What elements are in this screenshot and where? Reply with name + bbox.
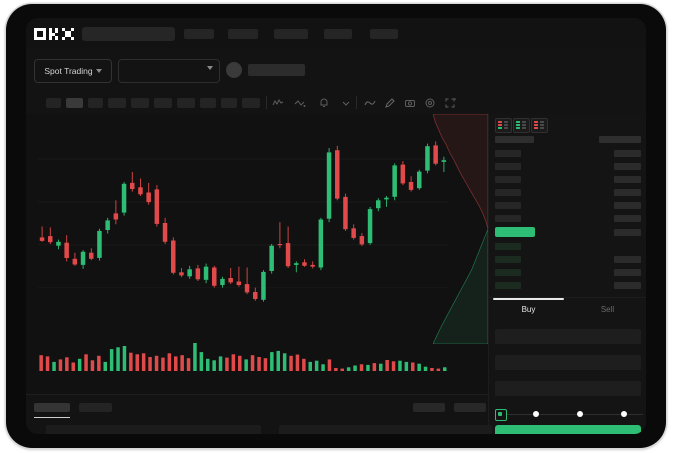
orderbook-bid-row[interactable] xyxy=(495,282,521,289)
orderbook-ask-row[interactable] xyxy=(495,163,521,170)
timeframe-9[interactable] xyxy=(221,98,237,108)
orderbook-ask-amount xyxy=(614,163,641,170)
orders-cancel-all-button[interactable] xyxy=(454,403,486,412)
orderbook-ask-amount xyxy=(614,176,641,183)
nav-item-5[interactable] xyxy=(370,29,398,39)
active-tab-indicator xyxy=(493,298,564,300)
timeframe-1[interactable] xyxy=(46,98,61,108)
orderbook-col-price xyxy=(495,136,534,143)
chevron-down-icon xyxy=(95,69,102,73)
orderbook-mode-both[interactable] xyxy=(495,118,512,133)
orderbook-ask-amount xyxy=(614,202,641,209)
order-book-panel xyxy=(488,114,646,297)
orderbook-bid-row[interactable] xyxy=(495,256,521,263)
top-navigation-bar xyxy=(26,18,646,49)
orders-active-tab-indicator xyxy=(34,417,70,419)
orderbook-ask-row[interactable] xyxy=(495,215,521,222)
amount-input[interactable] xyxy=(495,355,641,370)
candlestick-chart[interactable] xyxy=(26,114,488,344)
tab-sell[interactable]: Sell xyxy=(568,298,646,321)
app-screen: Spot Trading xyxy=(26,18,646,434)
orderbook-ask-row[interactable] xyxy=(495,202,521,209)
slider-node-25[interactable] xyxy=(533,411,539,417)
orderbook-mode-asks[interactable] xyxy=(531,118,548,133)
timeframe-2[interactable] xyxy=(66,98,83,108)
slider-node-50[interactable] xyxy=(577,411,583,417)
amount-slider-track[interactable] xyxy=(497,414,643,415)
nav-item-3[interactable] xyxy=(274,29,308,39)
tab-buy[interactable]: Buy xyxy=(489,298,568,321)
orders-filter-button[interactable] xyxy=(413,403,445,412)
settings-gear-icon[interactable] xyxy=(424,97,436,109)
camera-icon[interactable] xyxy=(404,97,416,109)
total-input[interactable] xyxy=(495,381,641,396)
nav-item-4[interactable] xyxy=(324,29,352,39)
orderbook-ask-row[interactable] xyxy=(495,189,521,196)
slider-node-75[interactable] xyxy=(621,411,627,417)
spot-trading-label: Spot Trading xyxy=(44,66,93,76)
global-search-input[interactable] xyxy=(82,27,175,41)
orderbook-ask-amount xyxy=(614,215,641,222)
orderbook-ask-amount xyxy=(614,189,641,196)
order-form-panel: Buy Sell xyxy=(488,297,646,434)
orders-panel xyxy=(26,394,492,434)
tab-sell-label: Sell xyxy=(600,305,615,314)
trading-pair-name xyxy=(248,64,305,76)
line-chart-icon[interactable] xyxy=(364,97,376,109)
amount-slider-handle[interactable] xyxy=(495,409,507,421)
draw-pencil-icon[interactable] xyxy=(384,97,396,109)
timeframe-8[interactable] xyxy=(200,98,216,108)
coin-avatar xyxy=(226,62,242,78)
timeframe-5[interactable] xyxy=(131,98,149,108)
timeframe-6[interactable] xyxy=(154,98,172,108)
tab-order-history[interactable] xyxy=(79,403,112,412)
okx-logo[interactable] xyxy=(34,28,74,40)
orders-cell-left xyxy=(46,425,261,434)
orderbook-bid-amount xyxy=(614,269,641,276)
chevron-down-icon xyxy=(207,66,213,70)
orderbook-mode-bids[interactable] xyxy=(513,118,530,133)
tab-open-orders[interactable] xyxy=(34,403,70,412)
nav-item-2[interactable] xyxy=(228,29,258,39)
price-input[interactable] xyxy=(495,329,641,344)
tablet-device-frame: Spot Trading xyxy=(6,4,666,448)
toolbar-divider xyxy=(266,96,267,109)
market-subheader: Spot Trading xyxy=(26,49,646,120)
trading-pair-dropdown[interactable] xyxy=(118,59,220,83)
toolbar-divider xyxy=(356,96,357,109)
orderbook-bid-amount xyxy=(614,282,641,289)
orderbook-bid-row[interactable] xyxy=(495,243,521,250)
fullscreen-icon[interactable] xyxy=(444,97,456,109)
orderbook-col-amount xyxy=(599,136,641,143)
orderbook-ask-row[interactable] xyxy=(495,176,521,183)
chart-toolbar xyxy=(26,92,646,115)
orderbook-ask-row[interactable] xyxy=(495,150,521,157)
orderbook-last-price xyxy=(495,227,535,237)
price-chart-panel[interactable] xyxy=(26,114,488,394)
timeframe-4[interactable] xyxy=(108,98,126,108)
orderbook-bid-row[interactable] xyxy=(495,269,521,276)
chart-type-chevron-icon[interactable] xyxy=(340,97,352,109)
volume-histogram xyxy=(39,343,447,371)
timeframe-3[interactable] xyxy=(88,98,103,108)
compare-icon[interactable] xyxy=(294,97,306,109)
timeframe-10[interactable] xyxy=(242,98,260,108)
indicators-icon[interactable] xyxy=(272,97,284,109)
tab-buy-label: Buy xyxy=(521,305,536,314)
timeframe-7[interactable] xyxy=(177,98,195,108)
alert-icon[interactable] xyxy=(318,97,330,109)
orderbook-ask-amount xyxy=(614,150,641,157)
nav-item-1[interactable] xyxy=(184,29,214,39)
place-order-button[interactable] xyxy=(495,425,641,434)
orderbook-last-amount xyxy=(614,229,641,236)
orderbook-bid-amount xyxy=(614,256,641,263)
spot-trading-selector[interactable]: Spot Trading xyxy=(34,59,112,83)
depth-chart-overlay xyxy=(433,114,488,344)
orders-cell-right xyxy=(279,425,492,434)
